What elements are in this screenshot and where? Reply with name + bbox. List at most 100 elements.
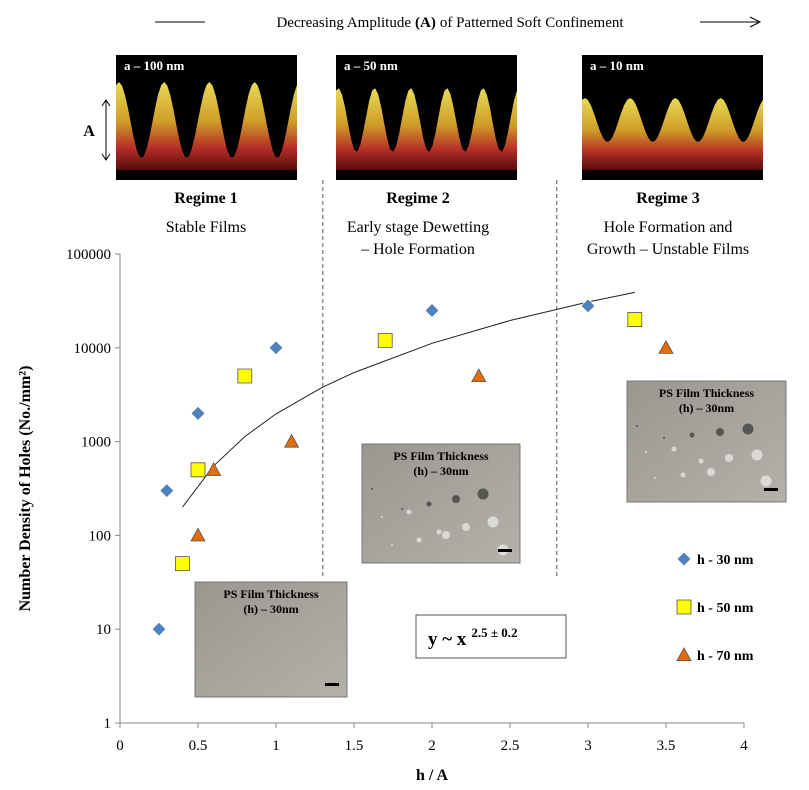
marker-square (190, 462, 206, 478)
header-part: (A) (415, 15, 436, 31)
hole (742, 423, 754, 435)
amplitude-heads (101, 99, 111, 161)
hole (680, 472, 686, 478)
x-tick-label: 0.5 (189, 738, 208, 754)
legend-marker (676, 647, 692, 661)
image-label: a – 100 nm (124, 58, 184, 73)
header-arrowhead (749, 16, 762, 28)
hole (716, 428, 724, 436)
regime-title: Regime 2 (386, 190, 450, 207)
hole (636, 425, 638, 427)
x-tick-label: 2.5 (501, 738, 520, 754)
afm-surface (116, 82, 297, 170)
x-tick-label: 3 (584, 738, 592, 754)
equation-box (415, 614, 567, 659)
hole (689, 432, 695, 438)
inset-text: (h) – 30nm (243, 602, 298, 616)
marker-diamond (268, 340, 284, 356)
regime-title: Regime 1 (174, 190, 238, 207)
marker-square (175, 556, 190, 572)
regime-subtitle: Growth – Unstable Films (587, 241, 749, 258)
x-tick-label: 4 (740, 738, 748, 754)
hole (663, 437, 665, 439)
hole (391, 544, 393, 546)
image-label: a – 10 nm (590, 58, 644, 73)
legend-label: h - 70 nm (697, 649, 754, 664)
hole (406, 509, 412, 515)
micrograph (194, 581, 348, 698)
y-tick-label: 100 (89, 528, 112, 544)
marker-square (627, 312, 643, 327)
equation-base: y ~ x (428, 629, 467, 650)
scale-bar (764, 488, 778, 491)
hole (462, 523, 470, 531)
micrograph (626, 380, 787, 503)
hole (751, 449, 763, 461)
hole (645, 451, 647, 453)
marker-square (377, 332, 393, 348)
hole (707, 468, 715, 476)
marker-diamond (151, 621, 167, 637)
equation-exponent: 2.5 ± 0.2 (471, 625, 517, 640)
hole (477, 488, 489, 500)
inset-text: (h) – 30nm (679, 401, 734, 415)
x-tick-label: 2 (428, 738, 436, 754)
hole (416, 537, 422, 543)
legend-marker (676, 551, 692, 567)
x-tick-label: 1.5 (345, 738, 364, 754)
image-label: a – 50 nm (344, 58, 398, 73)
hole (436, 529, 442, 535)
y-axis-title: Number Density of Holes (No./mm²) (17, 366, 34, 612)
hole (371, 488, 373, 490)
regime-subtitle: Stable Films (166, 219, 246, 236)
inset-text: (h) – 30nm (413, 464, 468, 478)
hole (760, 475, 772, 487)
x-tick-label: 1 (272, 738, 280, 754)
legend-marker (676, 599, 692, 615)
inset-text: PS Film Thickness (223, 587, 318, 601)
header-part: of Patterned Soft Confinement (440, 15, 625, 31)
scale-bar (325, 683, 339, 686)
marker-diamond (580, 298, 596, 314)
hole (487, 516, 499, 528)
regime-subtitle: Hole Formation and (604, 219, 733, 236)
hole (654, 477, 656, 479)
afm-surface (582, 98, 763, 170)
y-tick-label: 1 (104, 716, 112, 732)
header-text: Decreasing Amplitude (A) of Patterned Soft… (276, 15, 624, 31)
hole (442, 531, 450, 539)
regime-title: Regime 3 (636, 190, 700, 207)
micrograph (361, 443, 521, 564)
marker-diamond (159, 483, 175, 499)
inset-text: PS Film Thickness (393, 449, 488, 463)
afm-surface (336, 88, 517, 170)
hole (401, 508, 403, 510)
hole (426, 501, 432, 507)
legend-label: h - 50 nm (697, 601, 754, 616)
regime-subtitle: Early stage Dewetting (347, 219, 489, 236)
marker-diamond (190, 405, 206, 421)
x-tick-label: 3.5 (657, 738, 676, 754)
y-tick-label: 10 (96, 622, 111, 638)
y-tick-label: 10000 (74, 341, 112, 357)
marker-triangle (205, 462, 222, 476)
inset-text: PS Film Thickness (659, 386, 754, 400)
y-tick-label: 1000 (81, 435, 111, 451)
hole (671, 446, 677, 452)
marker-triangle (471, 368, 487, 383)
regime-subtitle: – Hole Formation (360, 241, 475, 258)
hole (725, 454, 733, 462)
x-axis-title: h / A (416, 767, 448, 784)
x-tick-label: 0 (116, 738, 124, 754)
y-tick-label: 100000 (66, 247, 111, 263)
marker-diamond (424, 302, 440, 319)
marker-triangle (658, 339, 674, 354)
marker-square (237, 368, 253, 384)
amplitude-label: A (83, 123, 95, 140)
hole (452, 495, 460, 503)
trend-line (182, 291, 635, 508)
hole (381, 516, 383, 518)
marker-triangle (190, 527, 206, 542)
equation: y ~ x 2.5 ± 0.2 (428, 625, 518, 650)
